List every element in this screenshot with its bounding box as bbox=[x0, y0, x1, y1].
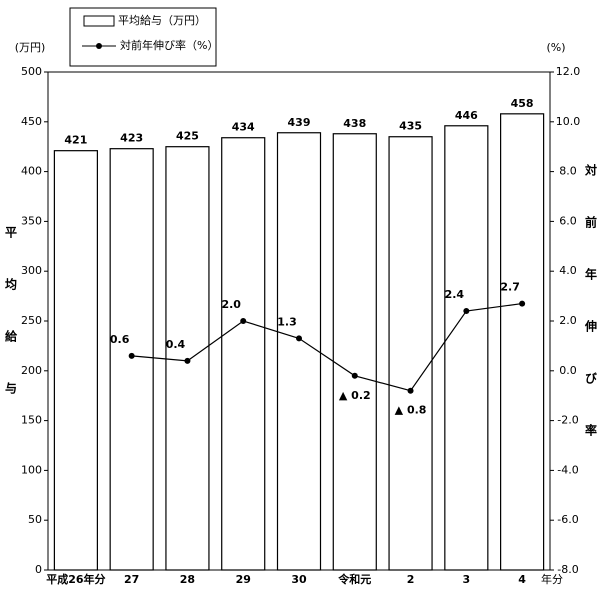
line-point bbox=[296, 335, 302, 342]
bar-value-label: 458 bbox=[511, 97, 534, 110]
bar bbox=[109, 148, 154, 571]
y-tick-label: 200 bbox=[21, 364, 42, 377]
legend-line-marker bbox=[96, 43, 102, 49]
line-value-label: 1.3 bbox=[277, 315, 297, 328]
y2-tick-label: 4.0 bbox=[559, 264, 577, 277]
y2-tick-label: -8.0 bbox=[557, 563, 578, 576]
y2-tick-label: 10.0 bbox=[556, 115, 581, 128]
bar-value-label: 446 bbox=[455, 109, 478, 122]
y-tick-label: 300 bbox=[21, 264, 42, 277]
bar-value-label: 438 bbox=[343, 117, 366, 130]
bar bbox=[221, 137, 266, 571]
y-tick-label: 0 bbox=[35, 563, 42, 576]
x-tick-label: 2 bbox=[407, 573, 415, 586]
y2-tick-label: 8.0 bbox=[559, 165, 577, 178]
x-tick-label: 平成26年分 bbox=[46, 572, 105, 586]
bar-value-label: 439 bbox=[288, 116, 311, 129]
y2-tick-label: -6.0 bbox=[557, 513, 578, 526]
line-point bbox=[128, 352, 135, 359]
y-tick-label: 350 bbox=[21, 214, 42, 227]
y2-tick-label: -4.0 bbox=[557, 463, 578, 476]
bar bbox=[276, 132, 322, 571]
bar bbox=[332, 133, 377, 571]
line bbox=[131, 302, 523, 392]
line-value-label: 2.7 bbox=[500, 281, 520, 294]
legend-label: 平均給与（万円） bbox=[118, 13, 206, 27]
line-value-label: 2.0 bbox=[221, 298, 241, 311]
y-axis-title: 平均給与 bbox=[4, 226, 18, 434]
line-value-label: 0.6 bbox=[110, 333, 130, 346]
y-tick-label: 400 bbox=[21, 165, 42, 178]
y-tick-label: 250 bbox=[21, 314, 42, 327]
bar-value-label: 421 bbox=[64, 134, 87, 147]
line-point bbox=[463, 308, 470, 315]
bar-value-label: 435 bbox=[399, 120, 422, 133]
y-tick-label: 150 bbox=[21, 414, 42, 427]
bar bbox=[388, 136, 433, 571]
bar bbox=[500, 113, 545, 571]
line-value-label: ▲ 0.8 bbox=[395, 404, 427, 417]
y2-unit: (%) bbox=[546, 41, 565, 54]
y2-tick-label: 2.0 bbox=[559, 314, 577, 327]
line-point bbox=[519, 300, 526, 307]
x-tick-label: 令和元 bbox=[337, 572, 371, 586]
bar-value-label: 425 bbox=[176, 130, 199, 143]
line-point bbox=[351, 372, 358, 379]
line-point bbox=[184, 357, 191, 364]
y-tick-label: 500 bbox=[21, 65, 42, 78]
line-value-label: 0.4 bbox=[166, 338, 186, 351]
x-tick-label: 30 bbox=[291, 573, 307, 586]
y2-axis-title: 対前年伸び率 bbox=[584, 163, 598, 476]
y-unit: (万円) bbox=[15, 41, 46, 54]
x-tick-label: 3 bbox=[463, 573, 471, 586]
bar bbox=[444, 125, 489, 571]
legend-label: 対前年伸び率（%） bbox=[120, 38, 218, 52]
y-tick-label: 100 bbox=[21, 463, 42, 476]
line-value-label: 2.4 bbox=[445, 288, 465, 301]
y2-tick-label: 6.0 bbox=[559, 214, 577, 227]
legend-bar-swatch bbox=[83, 15, 115, 27]
y2-tick-label: 12.0 bbox=[556, 65, 581, 78]
line-point bbox=[407, 387, 414, 394]
x-tick-label: 28 bbox=[180, 573, 195, 586]
y-tick-label: 450 bbox=[21, 115, 42, 128]
line-value-label: ▲ 0.2 bbox=[339, 389, 371, 402]
x-tick-label: 27 bbox=[124, 573, 139, 586]
x-tick-label: 4 bbox=[518, 573, 526, 586]
x-tick-label: 29 bbox=[236, 573, 251, 586]
bar-value-label: 423 bbox=[120, 132, 143, 145]
bar-value-label: 434 bbox=[232, 121, 255, 134]
bar bbox=[53, 150, 98, 571]
y2-tick-label: -2.0 bbox=[557, 414, 578, 427]
y2-tick-label: 0.0 bbox=[559, 364, 577, 377]
line-point bbox=[240, 318, 247, 324]
y-tick-label: 50 bbox=[28, 513, 42, 526]
x-axis-title: 年分 bbox=[541, 572, 563, 586]
